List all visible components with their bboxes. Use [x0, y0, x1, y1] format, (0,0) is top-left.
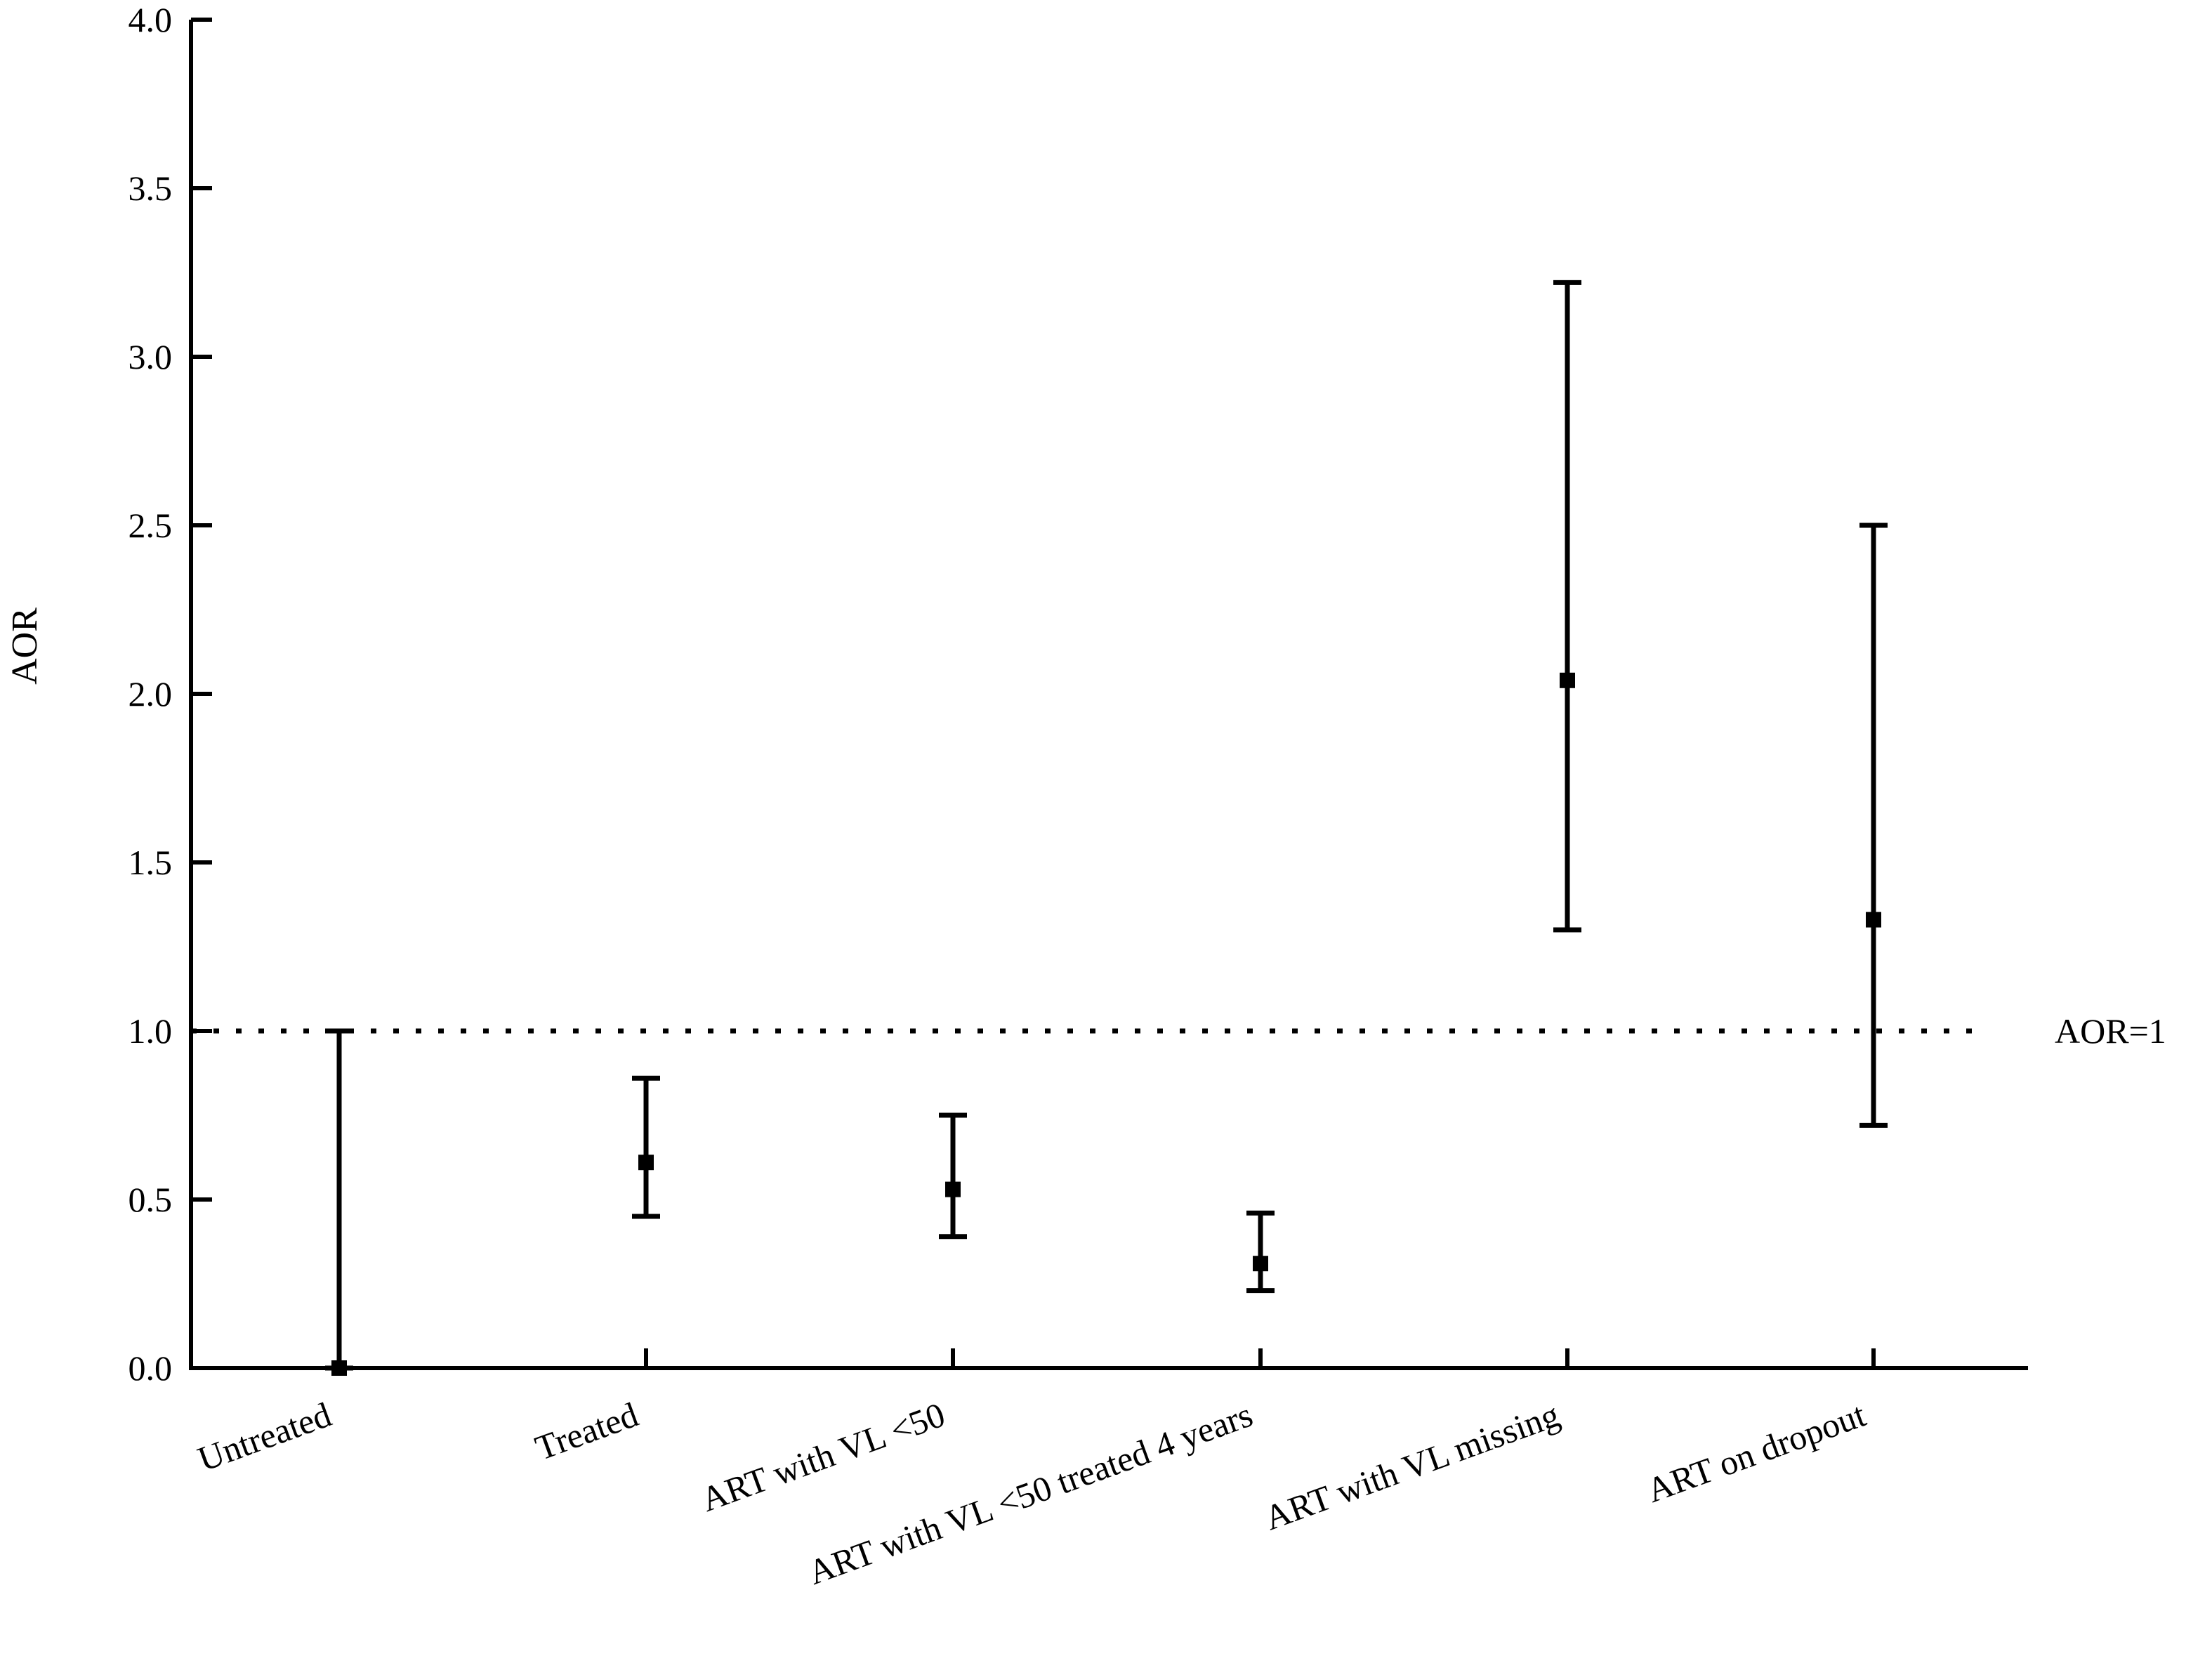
x-tick-label: ART on dropout — [1642, 1395, 1871, 1510]
point-marker — [945, 1181, 961, 1197]
reference-line-label: AOR=1 — [2055, 1011, 2166, 1051]
y-tick-label: 1.5 — [129, 843, 173, 882]
y-tick-label: 1.0 — [129, 1011, 173, 1051]
x-tick-label: ART with VL <50 — [696, 1395, 950, 1519]
y-tick-label: 3.0 — [129, 337, 173, 376]
y-tick-label: 2.0 — [129, 674, 173, 714]
x-tick-label: Untreated — [192, 1395, 336, 1479]
point-marker — [638, 1155, 654, 1171]
text-group: AOR AOR=1 0.0 0.5 1.0 1.5 2.0 2.5 3.0 3.5 4.0 Unt… — [5, 0, 2166, 1592]
point-marker — [1866, 912, 1881, 928]
y-tick-label: 4.0 — [129, 0, 173, 39]
point-marker — [1253, 1256, 1268, 1272]
x-tick-label: ART with VL missing — [1259, 1395, 1564, 1538]
y-tick-label: 0.5 — [129, 1180, 173, 1219]
y-tick-label: 0.0 — [129, 1348, 173, 1388]
data-marks-group — [325, 280, 1888, 1376]
point-marker — [331, 1360, 347, 1376]
y-tick-label: 3.5 — [129, 169, 173, 208]
y-tick-label: 2.5 — [129, 506, 173, 545]
point-marker — [1560, 672, 1575, 688]
y-axis-label: AOR — [5, 607, 45, 685]
axes-group — [189, 18, 2028, 1370]
x-tick-label: Treated — [530, 1395, 643, 1468]
